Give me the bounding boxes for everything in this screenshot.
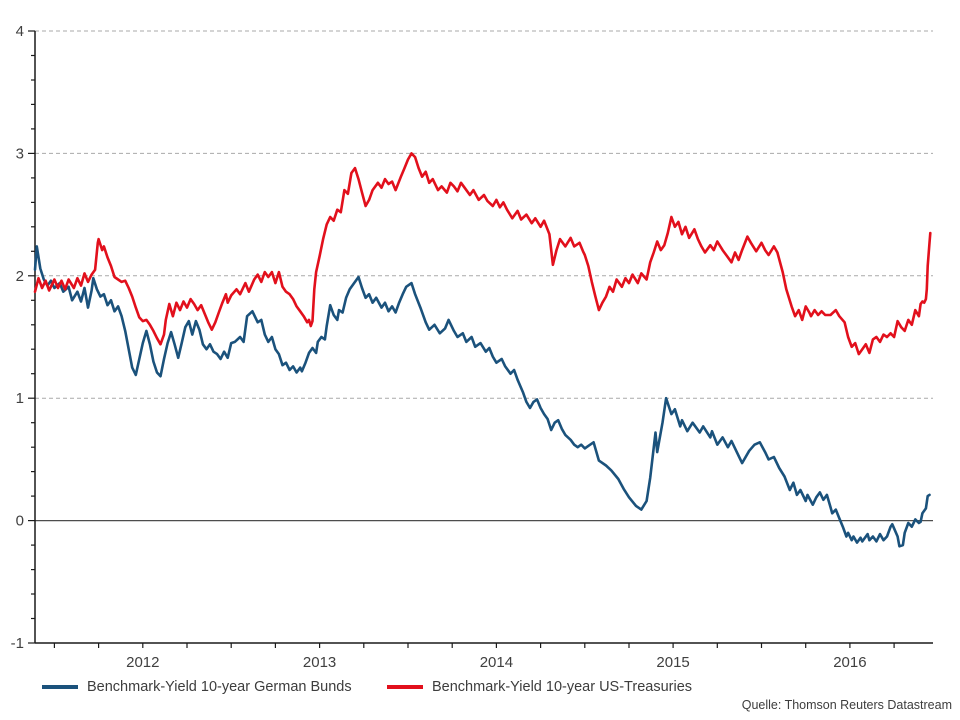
x-tick-label: 2014: [480, 654, 513, 671]
chart-legend: Benchmark-Yield 10-year German Bunds Ben…: [0, 678, 960, 698]
y-tick-label: 1: [16, 390, 24, 407]
legend-item-german-bunds: Benchmark-Yield 10-year German Bunds: [42, 678, 352, 696]
series-line-1: [33, 152, 932, 356]
y-tick-label: 2: [16, 268, 24, 285]
source-note: Quelle: Thomson Reuters Datastream: [741, 698, 952, 712]
y-tick-label: -1: [11, 635, 24, 652]
x-tick-label: 2013: [303, 654, 336, 671]
y-tick-label: 3: [16, 145, 24, 162]
x-tick-label: 2012: [126, 654, 159, 671]
y-tick-label: 0: [16, 513, 24, 530]
legend-swatch-german-bunds-icon: [42, 685, 78, 689]
legend-label-german-bunds: Benchmark-Yield 10-year German Bunds: [87, 679, 352, 695]
y-tick-label: 4: [16, 23, 24, 40]
legend-label-us-treasuries: Benchmark-Yield 10-year US-Treasuries: [432, 679, 693, 695]
x-tick-label: 2015: [656, 654, 689, 671]
series-line-0: [33, 245, 931, 548]
x-tick-label: 2016: [833, 654, 866, 671]
yield-chart: -1 0 1 2 3 4 2012 2013 2014 2015 2016: [11, 23, 933, 671]
legend-item-us-treasuries: Benchmark-Yield 10-year US-Treasuries: [387, 678, 692, 696]
legend-swatch-us-treasuries-icon: [387, 685, 423, 689]
